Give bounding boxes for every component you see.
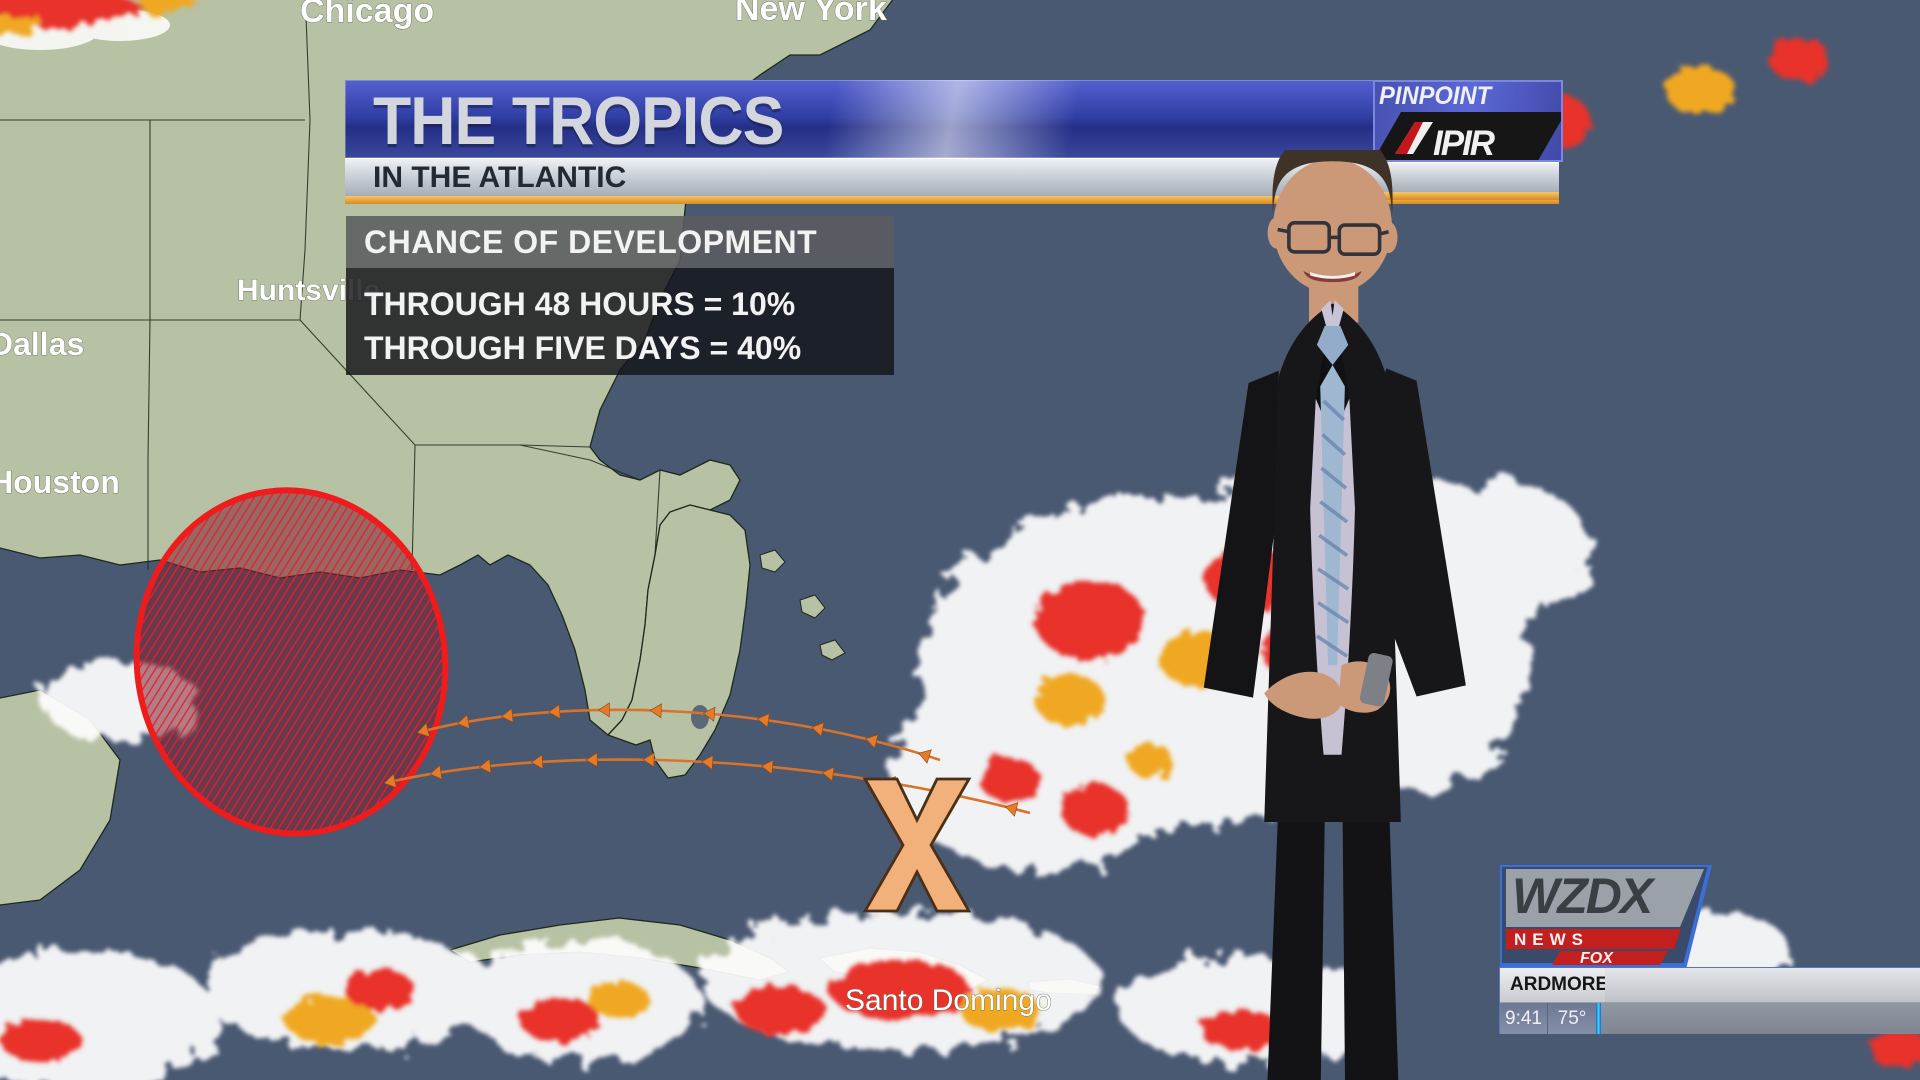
svg-text:Santo Domingo: Santo Domingo	[845, 984, 1052, 1017]
svg-text:Dallas: Dallas	[0, 326, 84, 362]
svg-text:New York: New York	[735, 0, 887, 28]
svg-text:WZDX: WZDX	[1512, 868, 1656, 924]
svg-text:Chicago: Chicago	[300, 0, 434, 30]
svg-text:Houston: Houston	[0, 464, 120, 500]
svg-text:NEWS: NEWS	[1514, 930, 1589, 949]
svg-text:FOX: FOX	[1580, 950, 1614, 967]
